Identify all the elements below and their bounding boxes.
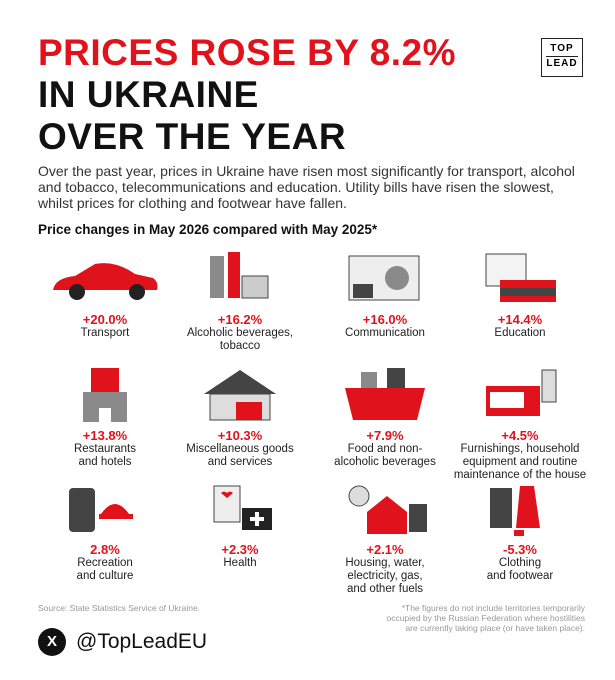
value: +7.9% [366, 428, 404, 443]
x-logo[interactable]: X [38, 628, 66, 656]
icon [490, 486, 540, 536]
footnote-line: *The figures do not include territories … [401, 603, 585, 613]
value: +10.3% [217, 428, 263, 443]
icon [204, 370, 276, 421]
label: alcoholic beverages [334, 456, 436, 468]
label: Housing, water, [345, 557, 425, 569]
label: Food and non- [347, 443, 423, 455]
item: +10.3% Miscellaneous goods and services [170, 364, 310, 469]
handle[interactable]: @TopLeadEU [76, 630, 208, 653]
label: Restaurants [73, 443, 136, 455]
value: 2.8% [90, 542, 120, 557]
label: equipment and routine [462, 456, 578, 468]
label: Furnishings, household [460, 443, 580, 455]
logo-text: TOP [550, 43, 574, 54]
footnote-line: occupied by the Russian Federation where… [386, 613, 585, 623]
icon [83, 368, 127, 422]
item: +20.0% Transport [35, 248, 175, 340]
item: +7.9% Food and non-alcoholic beverages [315, 364, 455, 469]
label: maintenance of the house [453, 469, 587, 481]
label: Communication [345, 327, 425, 339]
item: +2.1% Housing, water, electricity, gas, and… [315, 478, 455, 596]
source: Source: State Statistics Service of Ukra… [38, 603, 201, 613]
item: +16.2% Alcoholic beverages, tobacco [170, 248, 310, 353]
subtitle: Price changes in May 2026 compared with … [38, 222, 378, 237]
label: Clothing [498, 557, 542, 569]
label: Miscellaneous goods [186, 443, 294, 455]
item: +4.5% Furnishings, household equipment and… [450, 364, 590, 482]
label: and footwear [486, 570, 554, 582]
icon [348, 485, 427, 534]
label: tobacco [219, 340, 261, 352]
logo-text: LEAD [546, 56, 578, 69]
value: +16.0% [362, 312, 408, 327]
value: +16.2% [217, 312, 263, 327]
icon [213, 485, 272, 530]
item: +2.3% Health [170, 478, 310, 570]
title-line: PRICES ROSE BY 8.2% [38, 32, 457, 73]
icon [486, 369, 557, 416]
label: Alcoholic beverages, [186, 327, 294, 339]
label: Transport [80, 327, 130, 339]
label: Health [223, 557, 257, 569]
logo: TOP LEAD [541, 38, 583, 77]
icon [53, 263, 158, 300]
value: +13.8% [82, 428, 128, 443]
label: and services [207, 456, 273, 468]
label: electricity, gas, [347, 570, 423, 582]
icon [485, 253, 556, 302]
icon [348, 255, 420, 301]
item: +16.0% Communication [315, 248, 455, 340]
label: Recreation [77, 557, 133, 569]
label: and hotels [78, 456, 132, 468]
title-line: IN UKRAINE [38, 74, 259, 115]
item: +13.8% Restaurants and hotels [35, 364, 175, 469]
label: and culture [76, 570, 134, 582]
value: +2.1% [366, 542, 404, 557]
item: 2.8% Recreation and culture [35, 478, 175, 583]
footnote: *The figures do not include territories … [387, 603, 585, 633]
icon [210, 252, 269, 299]
value: +14.4% [497, 312, 543, 327]
item: +14.4% Education [450, 248, 590, 340]
value: +4.5% [501, 428, 539, 443]
value: -5.3% [503, 542, 537, 557]
label: and other fuels [346, 583, 424, 595]
value: +20.0% [82, 312, 128, 327]
icon [69, 488, 133, 532]
title-line: OVER THE YEAR [38, 116, 347, 157]
footnote-line: are currently taking place (or have take… [405, 623, 585, 633]
value: +2.3% [221, 542, 259, 557]
label: Education [494, 327, 546, 339]
intro: Over the past year, prices in Ukraine ha… [38, 163, 575, 211]
icon [345, 368, 425, 420]
item: -5.3% Clothing and footwear [450, 478, 590, 583]
